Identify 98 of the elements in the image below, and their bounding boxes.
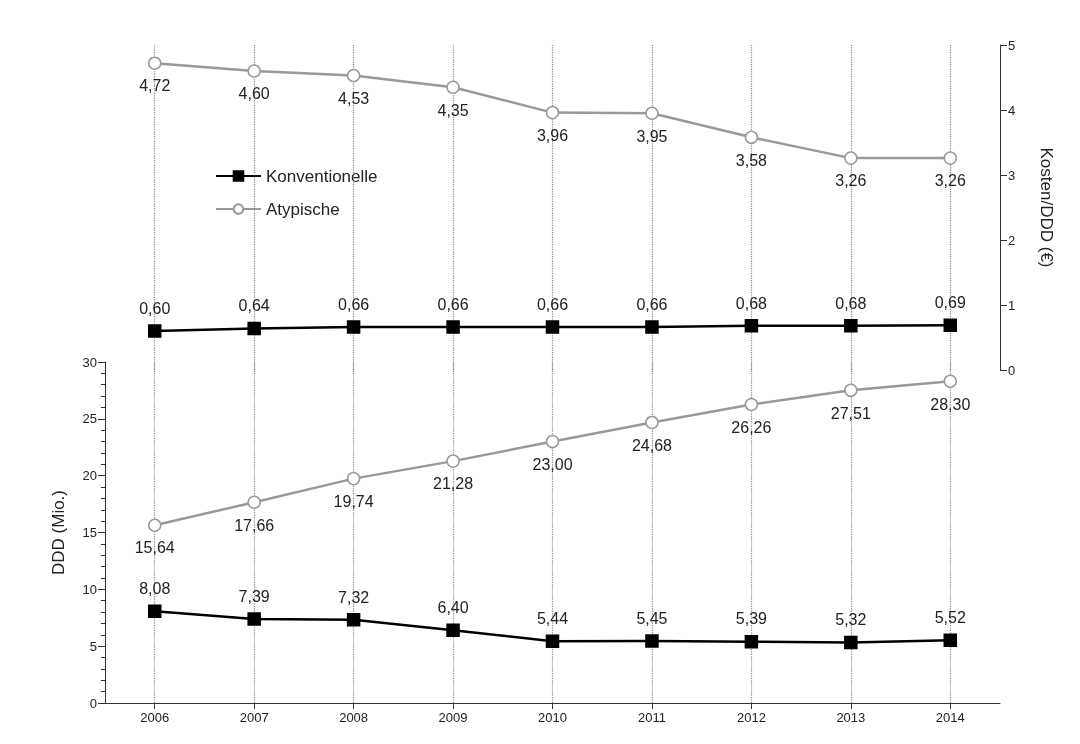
- point: [744, 634, 759, 649]
- data-label: 0,66: [636, 295, 668, 313]
- point: [545, 434, 560, 449]
- data-label: 3,95: [636, 127, 668, 145]
- x-tick-label: 2009: [438, 710, 468, 725]
- data-label: 17,66: [234, 516, 275, 534]
- point: [247, 612, 261, 626]
- x-tick-label: 2008: [339, 710, 369, 725]
- y-axis-title: DDD (Mio.): [49, 490, 68, 575]
- data-label: 4,60: [238, 85, 270, 103]
- data-label: 26,26: [731, 418, 772, 436]
- y-tick-label: 20: [82, 468, 97, 484]
- point: [247, 495, 261, 510]
- y-tick-label: 5: [89, 638, 97, 654]
- point: [247, 64, 261, 78]
- point: [645, 106, 659, 120]
- data-label: 28,30: [930, 395, 971, 413]
- point: [147, 56, 162, 70]
- point: [844, 635, 858, 650]
- point: [645, 320, 659, 334]
- data-label: 3,58: [735, 151, 768, 169]
- y-tick-label: 3: [1008, 167, 1016, 183]
- point: [645, 415, 659, 430]
- data-label: 7,32: [338, 588, 370, 606]
- data-label: 0,60: [139, 299, 171, 317]
- point: [247, 321, 261, 336]
- data-label: 0,64: [238, 297, 270, 315]
- point: [545, 320, 560, 334]
- legend-label: Konventionelle: [266, 166, 378, 186]
- point: [446, 80, 460, 94]
- point: [545, 634, 560, 648]
- data-label: 4,35: [437, 101, 469, 119]
- point: [844, 383, 858, 398]
- point: [645, 634, 659, 648]
- data-label: 27,51: [830, 404, 871, 422]
- y-tick-label: 30: [82, 354, 97, 370]
- data-label: 0,68: [735, 294, 768, 312]
- data-label: 4,53: [338, 89, 370, 107]
- point: [446, 320, 460, 334]
- point: [346, 471, 361, 486]
- point: [943, 633, 958, 648]
- data-label: 3,26: [934, 172, 966, 190]
- y-tick-label: 25: [82, 411, 97, 427]
- point: [943, 151, 958, 165]
- data-label: 6,40: [437, 599, 469, 616]
- x-tick-label: 2013: [836, 710, 866, 725]
- point: [446, 454, 460, 468]
- point: [346, 613, 361, 627]
- point: [844, 151, 858, 165]
- data-label: 0,66: [437, 295, 469, 313]
- y-tick-label: 2: [1008, 232, 1016, 248]
- y-tick-label: 4: [1008, 102, 1016, 118]
- x-tick-label: 2011: [637, 710, 666, 725]
- data-label: 5,44: [536, 609, 569, 627]
- point: [346, 320, 361, 334]
- data-label: 5,45: [636, 609, 668, 627]
- y-tick-label: 10: [82, 581, 97, 597]
- data-label: 15,64: [134, 539, 175, 557]
- data-label: 0,66: [338, 295, 370, 313]
- y-tick-label: 0: [1008, 362, 1016, 378]
- point: [744, 319, 759, 333]
- data-label: 5,32: [835, 611, 867, 629]
- data-label: 4,72: [139, 77, 171, 95]
- data-label: 0,69: [934, 293, 966, 311]
- point: [446, 623, 460, 637]
- point: [147, 324, 162, 338]
- x-tick-label: 2006: [140, 710, 170, 725]
- data-label: 21,28: [433, 475, 474, 493]
- point: [147, 518, 162, 532]
- data-label: 5,39: [735, 610, 768, 628]
- x-tick-label: 2007: [239, 710, 269, 725]
- data-label: 24,68: [631, 436, 673, 454]
- legend-label: Atypische: [266, 199, 340, 219]
- point: [844, 319, 858, 333]
- x-tick-label: 2010: [538, 710, 567, 725]
- data-label: 7,39: [238, 587, 270, 605]
- point: [545, 105, 560, 120]
- point: [744, 397, 759, 412]
- point: [147, 604, 162, 618]
- x-tick-label: 2012: [736, 710, 766, 725]
- data-label: 19,74: [333, 492, 374, 510]
- data-label: 23,00: [532, 455, 573, 473]
- y-axis-title: Kosten/DDD (€): [1037, 147, 1056, 268]
- data-label: 5,52: [934, 609, 966, 627]
- data-label: 3,26: [835, 172, 867, 190]
- y-tick-label: 5: [1008, 37, 1016, 53]
- point: [943, 318, 958, 332]
- data-label: 3,96: [536, 126, 569, 144]
- x-tick-label: 2014: [935, 710, 965, 725]
- y-tick-label: 1: [1008, 297, 1016, 313]
- y-tick-label: 15: [82, 525, 97, 540]
- data-label: 0,68: [835, 294, 867, 312]
- y-tick-label: 0: [89, 695, 97, 711]
- data-label: 8,08: [139, 579, 171, 597]
- point: [943, 374, 958, 389]
- point: [744, 130, 759, 145]
- point: [346, 68, 361, 83]
- data-label: 0,66: [536, 295, 569, 313]
